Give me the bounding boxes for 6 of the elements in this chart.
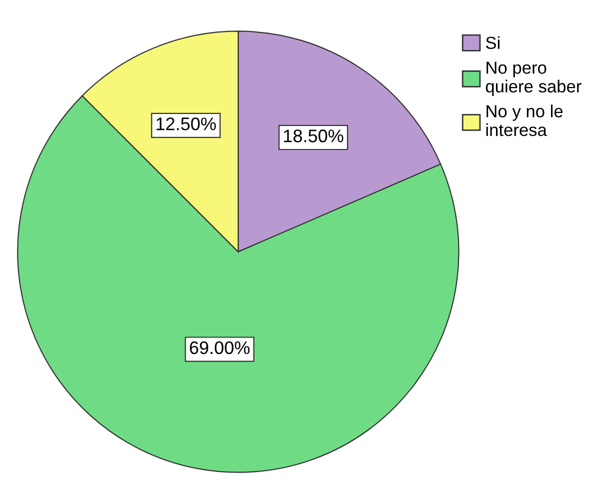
data-label: 18.50%: [284, 130, 344, 142]
legend-label: No y no le interesa: [486, 104, 563, 136]
data-label: 12.50%: [156, 117, 216, 130]
legend-label: No pero quiere saber: [486, 62, 582, 96]
data-label: 69.00%: [190, 341, 250, 354]
legend-label: Si: [486, 36, 500, 49]
